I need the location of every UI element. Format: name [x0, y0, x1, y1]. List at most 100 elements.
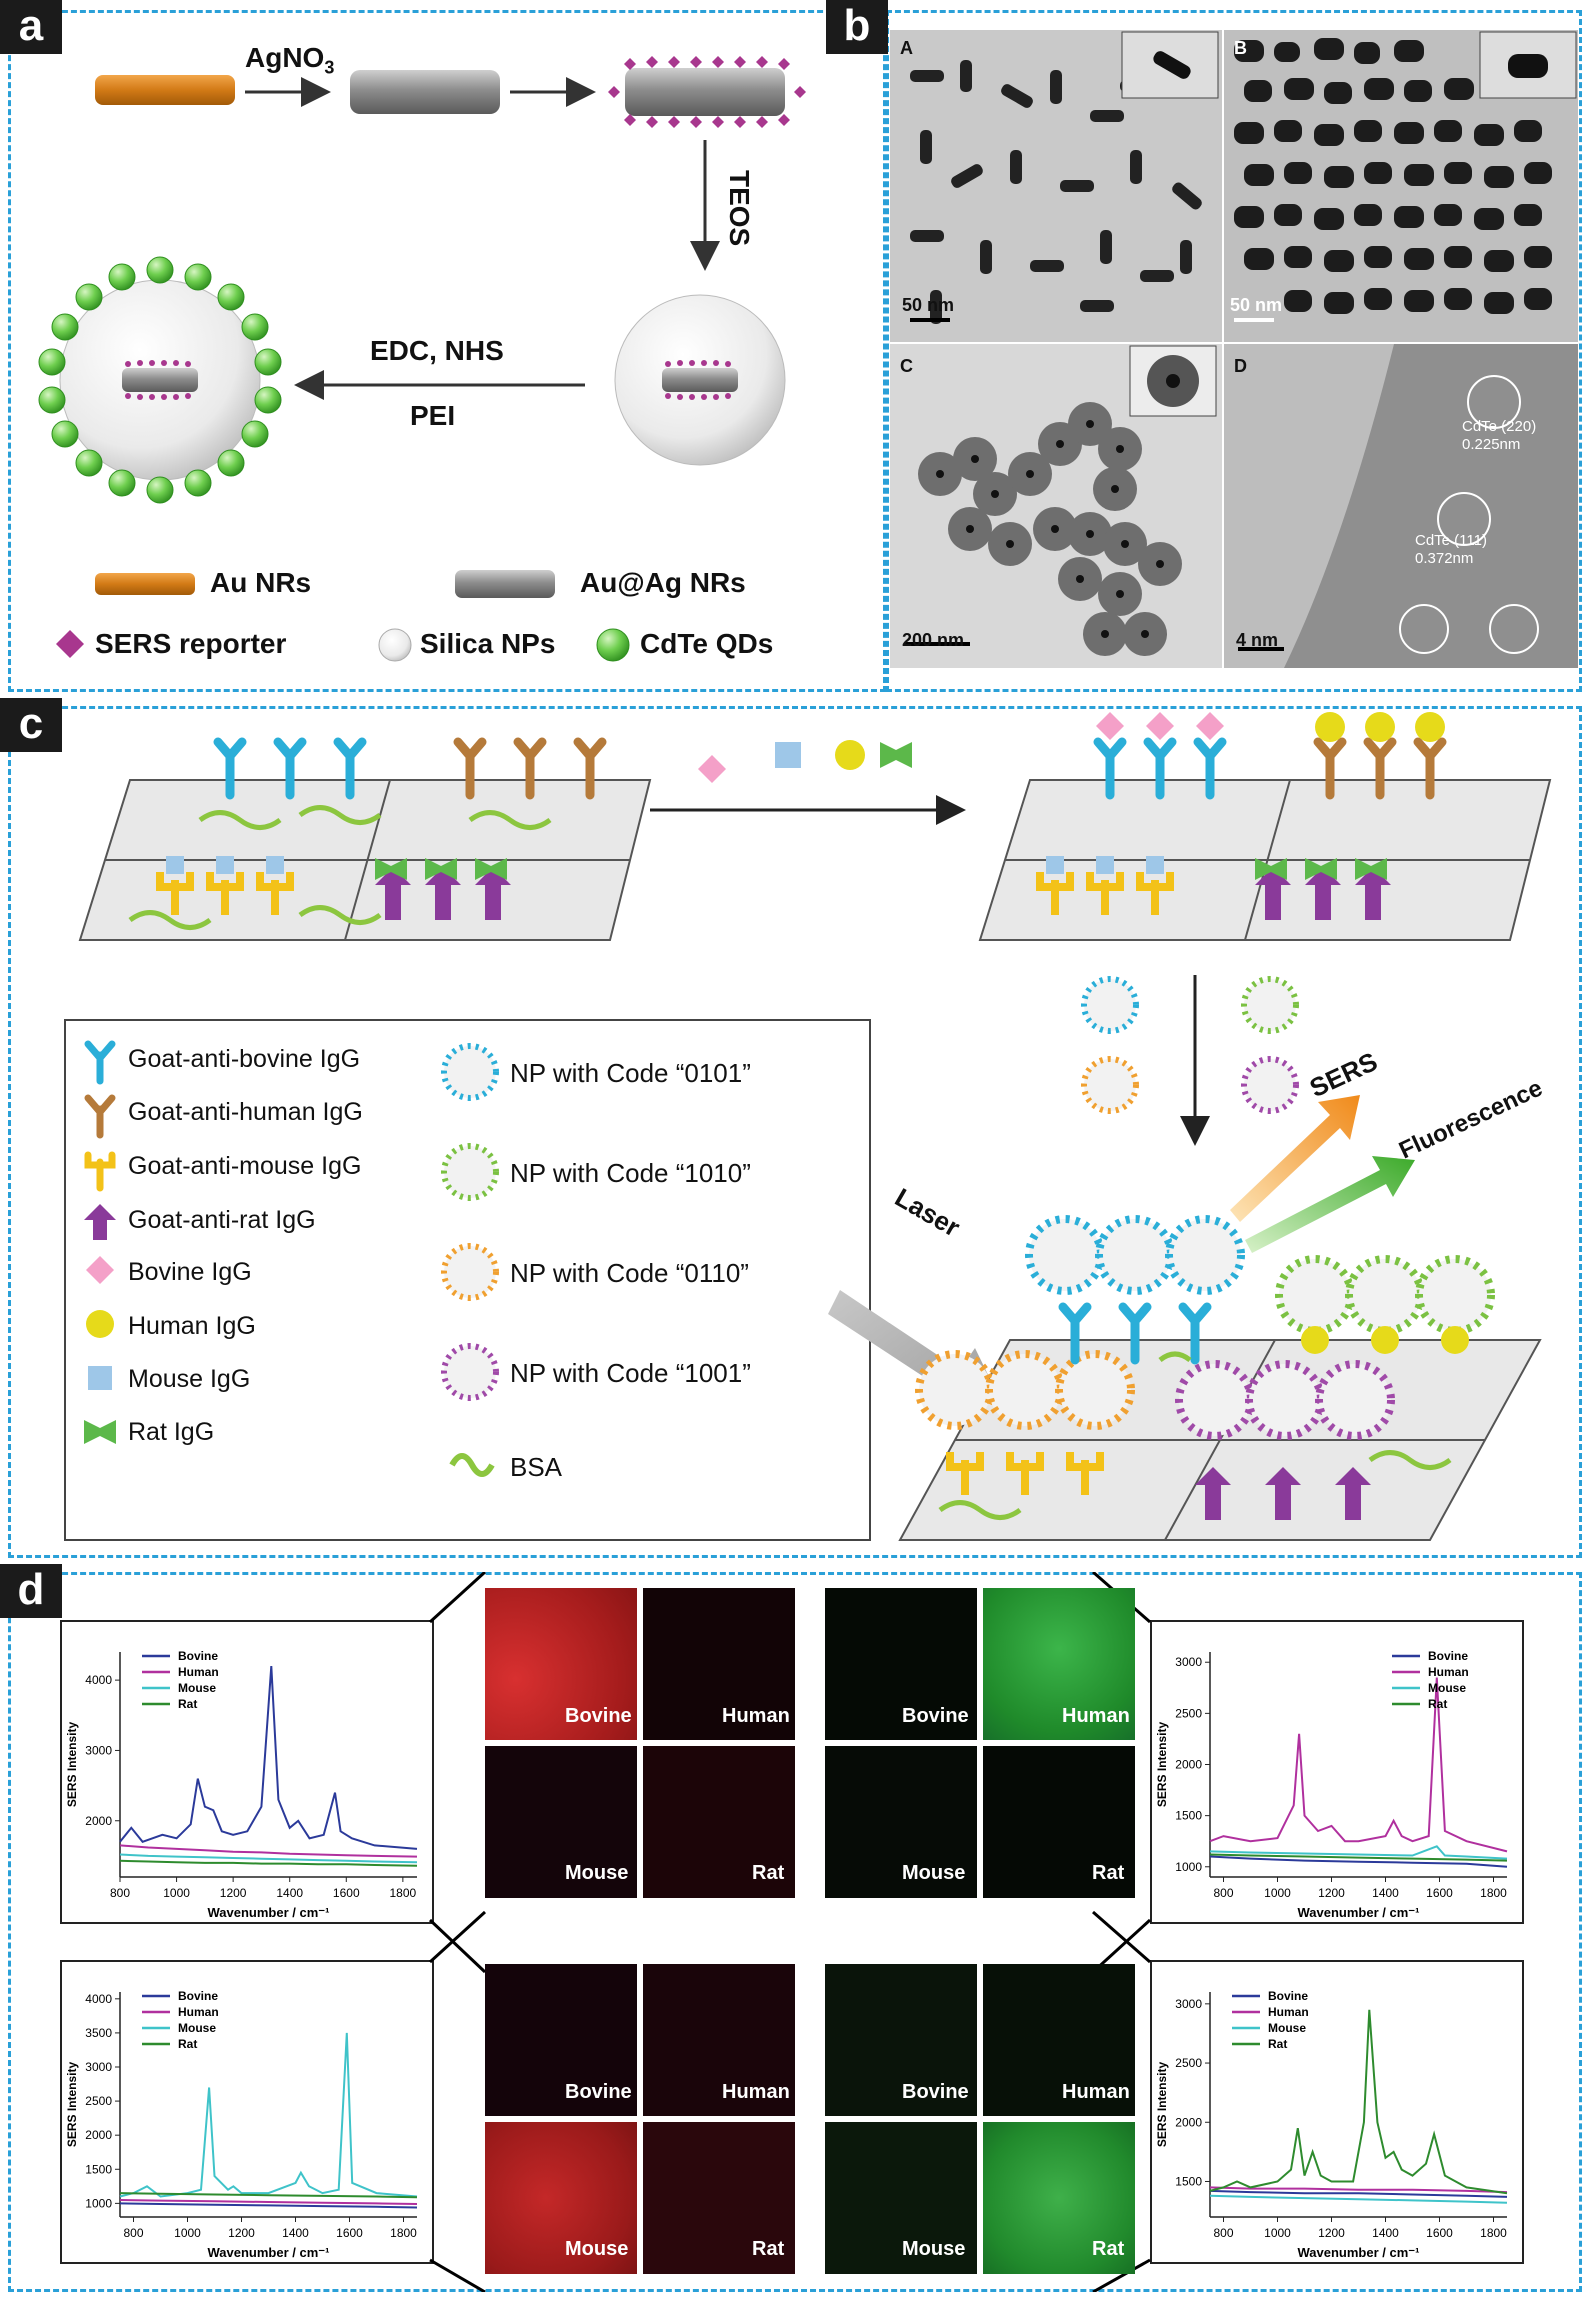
legend-label-mouse: Mouse — [1428, 1681, 1466, 1695]
y-tick-label: 3000 — [85, 1743, 112, 1757]
x-tick-label: 1000 — [1264, 2226, 1291, 2240]
sers-chart-3: 800 1000 1200 1400 1600 1800 1000 1500 2000 2500 3… — [60, 1960, 434, 2264]
x-tick-label: 1000 — [174, 2226, 201, 2240]
panel-a — [8, 10, 886, 692]
y-tick-label: 1000 — [85, 2196, 112, 2210]
y-axis-label: SERS Intensity — [1155, 1722, 1169, 1808]
legend-silica-icon — [378, 628, 412, 662]
tem-d-ann2b: 0.372nm — [1415, 550, 1474, 567]
x-tick-label: 1800 — [390, 1886, 417, 1900]
legend-label-human: Human — [1268, 2005, 1309, 2019]
np-codes-small — [1081, 976, 1299, 1114]
series-line-bovine — [1209, 2189, 1508, 2198]
fluorescence-arrow — [1245, 1156, 1415, 1253]
fluor-gb-mouse: Mouse — [902, 2238, 966, 2260]
x-tick-label: 1600 — [1426, 1886, 1453, 1900]
tem-d-ann1: CdTe (220) — [1462, 418, 1537, 435]
series-line-bovine — [1209, 1855, 1508, 1868]
fluor-gt-rat: Rat — [1092, 1862, 1125, 1884]
fluor-rb-rat: Rat — [752, 2238, 785, 2260]
legend-left-7: Rat IgG — [128, 1418, 215, 1446]
legend-label-mouse: Mouse — [178, 1681, 216, 1695]
legend-label-rat: Rat — [178, 2037, 197, 2051]
y-tick-label: 2000 — [85, 1814, 112, 1828]
legend-reporter-icon — [56, 630, 84, 658]
series-line-bovine — [119, 2202, 418, 2209]
legend-auag-nr-icon — [455, 570, 555, 598]
tem-c-tag: C — [900, 356, 913, 376]
legend-left-0: Goat-anti-bovine IgG — [128, 1045, 361, 1073]
tem-a-tag: A — [900, 38, 913, 58]
auag-nanorod — [350, 70, 500, 114]
series-line-rat — [119, 1859, 418, 1867]
legend-auag-nrs: Au@Ag NRs — [580, 567, 746, 598]
qd-coated-np — [38, 256, 282, 504]
x-tick-label: 1200 — [220, 1886, 247, 1900]
legend-label-bovine: Bovine — [1428, 1649, 1468, 1663]
legend-left-3: Goat-anti-rat IgG — [128, 1206, 316, 1234]
y-tick-label: 4000 — [85, 1992, 112, 2006]
x-tick-label: 1800 — [1480, 2226, 1507, 2240]
series-line-human — [1209, 2186, 1508, 2194]
legend-right-4: BSA — [510, 1452, 563, 1482]
tem-b-scale: 50 nm — [1230, 295, 1283, 315]
fluor-gb-rat: Rat — [1092, 2238, 1125, 2260]
x-axis-label: Wavenumber / cm⁻¹ — [208, 1905, 330, 1920]
fluor-gb-human: Human — [1062, 2081, 1130, 2103]
legend-qd-icon — [596, 628, 630, 662]
x-axis-label: Wavenumber / cm⁻¹ — [1298, 2245, 1420, 2260]
x-tick-label: 800 — [1213, 2226, 1233, 2240]
y-tick-label: 1000 — [1175, 1860, 1202, 1874]
fluor-gt-mouse: Mouse — [902, 1862, 966, 1884]
x-tick-label: 800 — [110, 1886, 130, 1900]
tem-image-c — [890, 344, 1222, 668]
panel-a-label: a — [0, 0, 62, 54]
x-tick-label: 1200 — [1318, 2226, 1345, 2240]
x-tick-label: 1000 — [1264, 1886, 1291, 1900]
x-tick-label: 1600 — [1426, 2226, 1453, 2240]
legend-label-bovine: Bovine — [178, 1649, 218, 1663]
x-tick-label: 1600 — [333, 1886, 360, 1900]
panel-b — [886, 10, 1582, 692]
x-tick-label: 1400 — [1372, 1886, 1399, 1900]
legend-label-bovine: Bovine — [1268, 1989, 1308, 2003]
sers-arrow — [1230, 1095, 1360, 1222]
fluor-gt-bovine: Bovine — [902, 1705, 969, 1727]
legend-left-1: Goat-anti-human IgG — [128, 1098, 363, 1126]
x-tick-label: 1400 — [1372, 2226, 1399, 2240]
sers-chart-1: 800 1000 1200 1400 1600 1800 2000 3000 4000 Waven… — [60, 1620, 434, 1924]
series-line-mouse — [1209, 1845, 1508, 1860]
panel-b-label: b — [826, 0, 888, 54]
tem-b-tag: B — [1234, 38, 1247, 58]
tem-c-scale: 200 nm — [902, 630, 965, 650]
y-tick-label: 2000 — [85, 2128, 112, 2142]
fluor-rb-mouse: Mouse — [565, 2238, 629, 2260]
legend-right-2: NP with Code “0110” — [510, 1258, 749, 1288]
y-tick-label: 2500 — [85, 2094, 112, 2108]
tem-d-tag: D — [1234, 356, 1247, 376]
legend-label-rat: Rat — [1268, 2037, 1287, 2051]
y-axis-label: SERS Intensity — [65, 2062, 79, 2148]
y-tick-label: 2000 — [1175, 2115, 1202, 2129]
x-tick-label: 1800 — [390, 2226, 417, 2240]
x-tick-label: 1000 — [163, 1886, 190, 1900]
x-tick-label: 800 — [1213, 1886, 1233, 1900]
legend-label-rat: Rat — [1428, 1697, 1447, 1711]
series-line-bovine — [119, 1666, 418, 1850]
legend-label-rat: Rat — [178, 1697, 197, 1711]
legend-left-2: Goat-anti-mouse IgG — [128, 1152, 362, 1180]
series-line-rat — [119, 2192, 418, 2199]
x-tick-label: 1600 — [336, 2226, 363, 2240]
x-tick-label: 1800 — [1480, 1886, 1507, 1900]
legend-label-bovine: Bovine — [178, 1989, 218, 2003]
x-tick-label: 1400 — [282, 2226, 309, 2240]
legend-au-nr-icon — [95, 573, 195, 595]
teos-label: TEOS — [724, 170, 755, 247]
fluor-rt-rat: Rat — [752, 1862, 785, 1884]
y-tick-label: 3000 — [1175, 1997, 1202, 2011]
series-line-mouse — [119, 1853, 418, 1864]
x-axis-label: Wavenumber / cm⁻¹ — [208, 2245, 330, 2260]
fluor-grid-green-bottom — [825, 1964, 1135, 2274]
y-axis-label: SERS Intensity — [65, 1722, 79, 1808]
legend-label-mouse: Mouse — [1268, 2021, 1306, 2035]
